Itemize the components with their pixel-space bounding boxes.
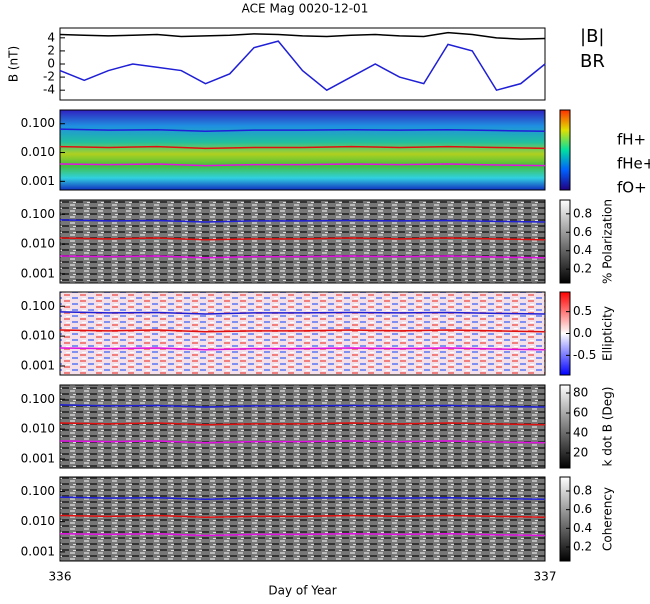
x-axis-label: Day of Year — [268, 584, 336, 598]
y-tick-label: 0.010 — [21, 514, 55, 528]
series-line — [59, 31, 546, 40]
colorbar-tick-label: 0.2 — [573, 262, 592, 276]
series-line — [59, 422, 546, 426]
y-tick-label: 0.100 — [21, 299, 55, 313]
colorbar — [559, 384, 571, 469]
series-line — [59, 347, 546, 351]
series-line — [59, 404, 546, 408]
y-tick-label: 0.001 — [21, 267, 55, 281]
series-line — [59, 128, 546, 132]
y-tick-label: 0.010 — [21, 329, 55, 343]
colorbar-label: Coherency — [601, 487, 615, 551]
y-tick-label: 0.100 — [21, 484, 55, 498]
series-line — [59, 255, 546, 259]
legend-label: fH+ — [617, 131, 646, 149]
series-line — [59, 532, 546, 537]
colorbar-tick-label: 0.8 — [573, 206, 592, 220]
colorbar-tick-label: 0.8 — [573, 484, 592, 498]
y-tick-label: -4 — [43, 83, 55, 97]
y-tick-label: 0.100 — [21, 116, 55, 130]
chart-title: ACE Mag 0020-12-01 — [242, 2, 369, 16]
x-tick-label: 337 — [534, 570, 557, 584]
y-tick-label: 0.100 — [21, 207, 55, 221]
x-tick-label: 336 — [49, 570, 72, 584]
colorbar-tick-label: 0.4 — [573, 521, 592, 535]
series-line — [59, 237, 546, 241]
y-tick-label: 0.001 — [21, 544, 55, 558]
colorbar-tick-label: 0.6 — [573, 225, 592, 239]
y-tick-label: 0.100 — [21, 392, 55, 406]
colorbar-tick-label: 0.4 — [573, 243, 592, 257]
colorbar-tick-label: 20 — [573, 446, 588, 460]
colorbar-tick-label: 0.0 — [573, 326, 592, 340]
legend-label: BR — [580, 51, 605, 72]
series-line — [59, 329, 546, 333]
series-line — [59, 145, 546, 150]
colorbar-tick-label: -0.5 — [573, 348, 596, 362]
colorbar-label: % Polarization — [601, 199, 615, 284]
colorbar-tick-label: 0.5 — [573, 304, 592, 318]
colorbar-label: Ellipticity — [601, 306, 615, 361]
y-tick-label: 4 — [47, 30, 55, 44]
y-tick-label: 0.001 — [21, 452, 55, 466]
y-tick-label: 0.001 — [21, 174, 55, 188]
colorbar — [559, 199, 571, 284]
y-tick-label: 0.001 — [21, 359, 55, 373]
series-line — [59, 496, 546, 501]
colorbar — [559, 476, 571, 562]
y-tick-label: 0.010 — [21, 422, 55, 436]
colorbar-tick-label: 80 — [573, 386, 588, 400]
y-tick-label: 2 — [47, 43, 55, 57]
y-axis-label: B (nT) — [7, 46, 21, 82]
series-line — [59, 219, 546, 223]
colorbar-tick-label: 0.6 — [573, 502, 592, 516]
colorbar-tick-label: 60 — [573, 406, 588, 420]
y-tick-label: -2 — [43, 70, 55, 84]
y-tick-label: 0 — [47, 57, 55, 71]
spectrogram — [59, 291, 546, 376]
series-line — [59, 40, 546, 92]
legend-label: |B| — [580, 26, 604, 47]
colorbar-tick-label: 0.2 — [573, 540, 592, 554]
spectrogram — [59, 109, 546, 191]
legend-label: fO+ — [617, 179, 647, 197]
series-line — [59, 311, 546, 315]
series-line — [59, 163, 546, 167]
y-tick-label: 0.010 — [21, 145, 55, 159]
colorbar-label: k dot B (Deg) — [601, 387, 615, 467]
series-line — [59, 514, 546, 518]
legend-label: fHe+ — [617, 155, 650, 173]
spectrogram — [59, 384, 546, 469]
colorbar-tick-label: 40 — [573, 426, 588, 440]
series-line — [59, 440, 546, 444]
spectrogram — [59, 476, 546, 562]
colorbar — [559, 109, 571, 191]
y-tick-label: 0.010 — [21, 237, 55, 251]
spectrogram — [59, 199, 546, 284]
